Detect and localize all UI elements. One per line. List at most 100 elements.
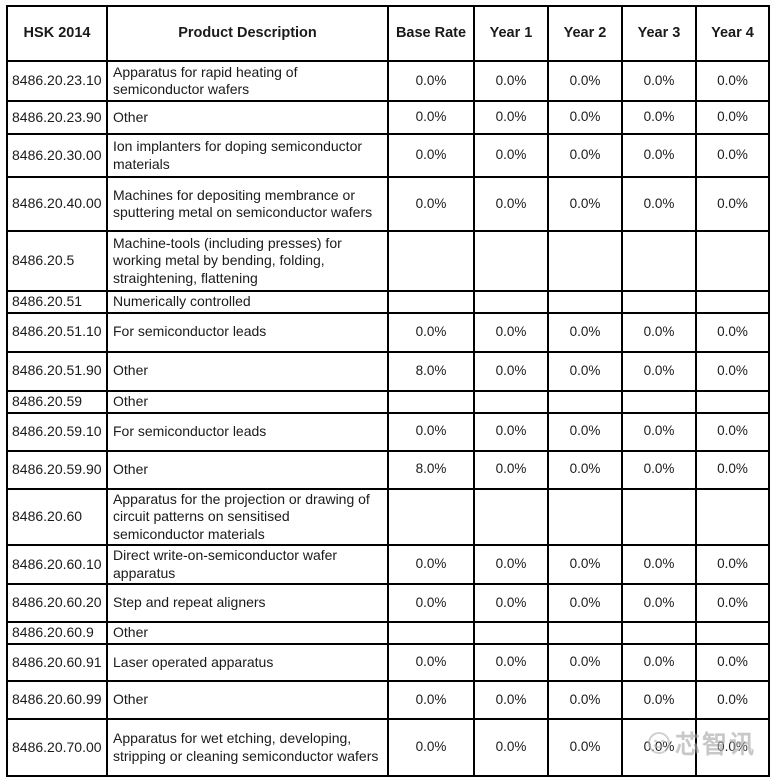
product-description: Other xyxy=(106,449,389,490)
year-4-rate: 0.0% xyxy=(695,133,770,178)
table-row: 8486.20.59.90 Other 8.0% 0.0% 0.0% 0.0% … xyxy=(6,449,770,490)
hsk-code: 8486.20.60.9 xyxy=(6,621,108,645)
column-header-year-2: Year 2 xyxy=(547,5,623,62)
product-description: Numerically controlled xyxy=(106,290,389,314)
product-description: Other xyxy=(106,680,389,720)
year-4-rate: 0.0% xyxy=(695,176,770,232)
year-2-rate: 0.0% xyxy=(547,311,623,353)
column-header-product-description: Product Description xyxy=(106,5,389,62)
product-description: Machines for depositing membrance or spu… xyxy=(106,176,389,232)
year-1-rate xyxy=(473,487,549,546)
year-2-rate: 0.0% xyxy=(547,100,623,135)
hsk-code: 8486.20.23.90 xyxy=(6,100,108,135)
product-description: Other xyxy=(106,350,389,392)
year-1-rate: 0.0% xyxy=(473,583,549,623)
year-2-rate xyxy=(547,389,623,414)
year-1-rate xyxy=(473,230,549,292)
product-description: Direct write-on-semiconductor wafer appa… xyxy=(106,544,389,585)
year-4-rate: 0.0% xyxy=(695,680,770,720)
year-1-rate: 0.0% xyxy=(473,680,549,720)
year-1-rate: 0.0% xyxy=(473,718,549,777)
product-description: Step and repeat aligners xyxy=(106,583,389,623)
base-rate: 0.0% xyxy=(387,411,475,452)
year-2-rate: 0.0% xyxy=(547,176,623,232)
table-row: 8486.20.60 Apparatus for the projection … xyxy=(6,487,770,546)
year-4-rate: 0.0% xyxy=(695,583,770,623)
year-2-rate: 0.0% xyxy=(547,680,623,720)
column-header-year-1: Year 1 xyxy=(473,5,549,62)
year-1-rate xyxy=(473,290,549,314)
year-3-rate xyxy=(621,389,697,414)
product-description: Ion implanters for doping semiconductor … xyxy=(106,133,389,178)
base-rate: 8.0% xyxy=(387,449,475,490)
table-row: 8486.20.5 Machine-tools (including press… xyxy=(6,230,770,292)
base-rate xyxy=(387,487,475,546)
year-1-rate: 0.0% xyxy=(473,411,549,452)
year-3-rate: 0.0% xyxy=(621,449,697,490)
year-3-rate: 0.0% xyxy=(621,680,697,720)
hsk-code: 8486.20.51.10 xyxy=(6,311,108,353)
product-description: For semiconductor leads xyxy=(106,311,389,353)
year-1-rate: 0.0% xyxy=(473,60,549,102)
base-rate xyxy=(387,230,475,292)
table-row: 8486.20.23.10 Apparatus for rapid heatin… xyxy=(6,60,770,102)
base-rate: 0.0% xyxy=(387,643,475,682)
year-2-rate: 0.0% xyxy=(547,718,623,777)
year-2-rate: 0.0% xyxy=(547,411,623,452)
year-1-rate: 0.0% xyxy=(473,449,549,490)
table-row: 8486.20.51 Numerically controlled xyxy=(6,290,770,314)
table-row: 8486.20.70.00 Apparatus for wet etching,… xyxy=(6,718,770,777)
base-rate xyxy=(387,389,475,414)
base-rate: 0.0% xyxy=(387,133,475,178)
base-rate: 0.0% xyxy=(387,718,475,777)
column-header-hsk-2014: HSK 2014 xyxy=(6,5,108,62)
base-rate: 0.0% xyxy=(387,176,475,232)
year-1-rate: 0.0% xyxy=(473,100,549,135)
product-description: Machine-tools (including presses) for wo… xyxy=(106,230,389,292)
year-4-rate xyxy=(695,290,770,314)
table-row: 8486.20.60.20 Step and repeat aligners 0… xyxy=(6,583,770,623)
year-4-rate: 0.0% xyxy=(695,60,770,102)
year-4-rate xyxy=(695,621,770,645)
year-1-rate xyxy=(473,621,549,645)
table-row: 8486.20.60.10 Direct write-on-semiconduc… xyxy=(6,544,770,585)
year-2-rate: 0.0% xyxy=(547,350,623,392)
table-row: 8486.20.51.90 Other 8.0% 0.0% 0.0% 0.0% … xyxy=(6,350,770,392)
column-header-year-4: Year 4 xyxy=(695,5,770,62)
table-row: 8486.20.60.91 Laser operated apparatus 0… xyxy=(6,643,770,682)
year-2-rate: 0.0% xyxy=(547,449,623,490)
year-4-rate: 0.0% xyxy=(695,718,770,777)
year-3-rate: 0.0% xyxy=(621,350,697,392)
base-rate: 0.0% xyxy=(387,100,475,135)
year-3-rate: 0.0% xyxy=(621,544,697,585)
year-2-rate xyxy=(547,230,623,292)
table-row: 8486.20.59.10 For semiconductor leads 0.… xyxy=(6,411,770,452)
year-3-rate: 0.0% xyxy=(621,60,697,102)
hsk-code: 8486.20.60.10 xyxy=(6,544,108,585)
hsk-code: 8486.20.51 xyxy=(6,290,108,314)
year-3-rate: 0.0% xyxy=(621,718,697,777)
year-3-rate: 0.0% xyxy=(621,133,697,178)
year-4-rate xyxy=(695,389,770,414)
year-2-rate: 0.0% xyxy=(547,544,623,585)
base-rate: 8.0% xyxy=(387,350,475,392)
hsk-code: 8486.20.30.00 xyxy=(6,133,108,178)
hsk-code: 8486.20.60.20 xyxy=(6,583,108,623)
year-4-rate: 0.0% xyxy=(695,311,770,353)
table-row: 8486.20.40.00 Machines for depositing me… xyxy=(6,176,770,232)
year-3-rate: 0.0% xyxy=(621,176,697,232)
year-4-rate: 0.0% xyxy=(695,643,770,682)
table-row: 8486.20.59 Other xyxy=(6,389,770,414)
year-4-rate: 0.0% xyxy=(695,350,770,392)
year-2-rate xyxy=(547,621,623,645)
hsk-code: 8486.20.23.10 xyxy=(6,60,108,102)
year-1-rate xyxy=(473,389,549,414)
base-rate: 0.0% xyxy=(387,680,475,720)
year-4-rate: 0.0% xyxy=(695,449,770,490)
base-rate: 0.0% xyxy=(387,311,475,353)
base-rate xyxy=(387,621,475,645)
year-3-rate: 0.0% xyxy=(621,583,697,623)
year-2-rate: 0.0% xyxy=(547,583,623,623)
year-3-rate xyxy=(621,230,697,292)
tariff-table: HSK 2014 Product Description Base Rate Y… xyxy=(6,5,770,777)
